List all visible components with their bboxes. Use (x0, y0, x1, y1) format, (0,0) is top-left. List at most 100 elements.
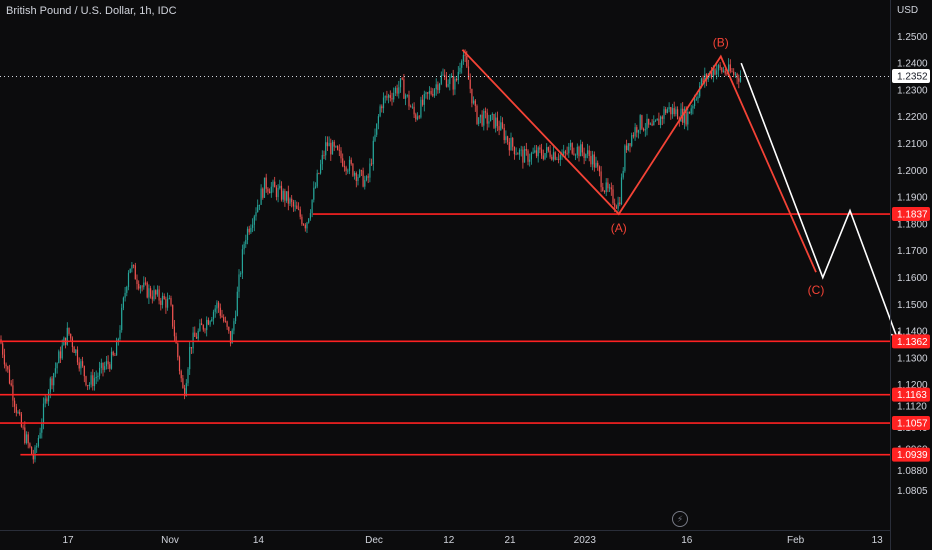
candle-body (343, 166, 345, 168)
candle-body (496, 117, 498, 127)
candle-body (422, 99, 424, 105)
candle-body (612, 189, 614, 204)
candle-body (663, 109, 665, 119)
candle-body (311, 199, 313, 214)
candle-body (250, 227, 252, 233)
candle-body (306, 222, 308, 229)
candle-body (265, 177, 267, 189)
candle-body (70, 333, 72, 339)
candle-body (209, 321, 211, 325)
candle-body (525, 149, 527, 151)
candle-body (49, 378, 51, 392)
candle-body (36, 446, 38, 448)
candle-body (529, 159, 531, 162)
candle-body (61, 345, 63, 359)
candle-body (221, 315, 223, 318)
candle-body (671, 108, 674, 115)
support-resistance-lines[interactable] (0, 213, 890, 456)
price-tick-label: 1.2200 (897, 112, 928, 123)
time-axis[interactable]: 17 Nov 14 Dec 12 21 2023 16 Feb 13 (62, 535, 883, 546)
candle-body (605, 182, 607, 192)
candle-body (699, 86, 701, 97)
candle-body (279, 185, 281, 189)
candle-body (580, 144, 582, 157)
candle-body (571, 143, 573, 154)
candle-body (202, 325, 204, 330)
candle-body (348, 159, 351, 171)
candle-body (56, 363, 58, 369)
candle-body (34, 447, 36, 460)
candle-body (575, 154, 577, 156)
candle-body (508, 141, 510, 151)
symbol-title[interactable]: British Pound / U.S. Dollar, 1h, IDC (6, 5, 177, 17)
candle-body (736, 73, 738, 79)
candle-body (716, 70, 718, 75)
candle-body (226, 321, 228, 327)
candle-body (53, 373, 55, 386)
candle-body (369, 163, 371, 178)
candle-body (129, 268, 131, 273)
candle-body (461, 61, 463, 68)
candle-body (121, 307, 123, 331)
candle-body (240, 273, 242, 275)
candle-body (420, 99, 422, 118)
candle-body (714, 68, 716, 75)
candle-body (576, 146, 578, 155)
candle-body (683, 108, 685, 123)
candle-body (189, 347, 191, 370)
candle-body (20, 414, 22, 427)
candle-body (449, 77, 451, 85)
candle-body (14, 400, 16, 407)
candle-body (527, 150, 529, 162)
candle-body (184, 388, 186, 397)
candle-body (624, 145, 626, 171)
candle-body (670, 107, 672, 115)
candle-body (328, 142, 330, 147)
candle-body (151, 296, 153, 300)
elliott-wave-annotation[interactable]: (A) (B) (C) (461, 35, 900, 340)
candle-body (153, 290, 155, 300)
candle-body (190, 347, 192, 349)
candle-body (260, 188, 262, 205)
price-tick-label: 1.1700 (897, 246, 928, 257)
level-price-tag-label: 1.1362 (897, 337, 928, 348)
candle-body (722, 70, 725, 72)
candle-body (454, 78, 456, 90)
candle-body (447, 84, 449, 87)
candle-body (688, 111, 691, 114)
candle-body (165, 299, 167, 308)
candle-body (342, 158, 344, 167)
level-price-tag-label: 1.1837 (897, 210, 928, 221)
candle-body (48, 391, 50, 402)
candle-body (666, 109, 668, 113)
candle-body (427, 92, 429, 94)
candle-body (214, 308, 216, 312)
candle-body (629, 143, 631, 146)
candle-body (626, 145, 628, 151)
candle-body (258, 204, 260, 206)
candle-body (617, 202, 619, 209)
candle-body (29, 443, 31, 447)
candle-body (177, 343, 179, 358)
candle-body (325, 142, 327, 156)
candle-body (282, 190, 284, 200)
candle-body (347, 170, 349, 172)
candle-body (398, 87, 400, 94)
candle-body (408, 94, 410, 107)
candle-body (2, 343, 4, 355)
candle-body (71, 338, 73, 348)
candle-body (459, 67, 461, 72)
candle-body (648, 118, 650, 125)
candle-body (393, 93, 395, 100)
candle-body (246, 228, 249, 241)
candle-body (80, 361, 82, 369)
candle-body (350, 159, 352, 164)
candle-body (673, 108, 675, 115)
candle-body (102, 362, 104, 370)
lightning-icon[interactable]: ⚡ (672, 511, 688, 527)
candle-body (680, 108, 682, 122)
price-tick-label: 1.1500 (897, 300, 928, 311)
candle-body (719, 65, 721, 68)
candle-body (150, 288, 152, 297)
